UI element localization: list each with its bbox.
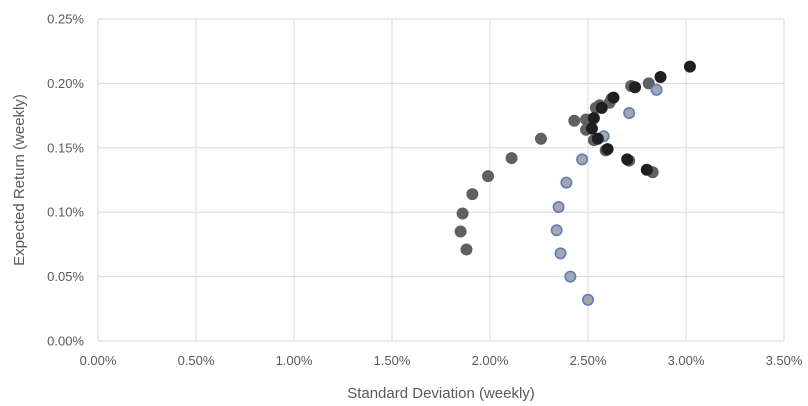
y-tick-label: 0.05% [47,269,84,284]
x-tick-label: 0.00% [80,353,117,368]
y-tick-label: 0.00% [47,334,84,349]
x-tick-label: 3.50% [766,353,803,368]
data-point [601,143,614,156]
data-point [552,201,565,214]
data-point [456,207,469,220]
data-point [550,224,563,237]
data-point [629,81,642,94]
data-point [650,83,663,96]
data-point [587,112,600,125]
data-point [564,270,577,283]
series-3 [585,60,696,176]
x-tick-label: 2.00% [472,353,509,368]
data-point [683,60,696,73]
data-point [568,114,581,127]
data-point [640,163,653,176]
data-point [554,247,567,260]
data-point [581,293,594,306]
data-point [585,122,598,135]
data-point [454,225,467,238]
data-point [591,132,604,145]
y-tick-label: 0.20% [47,76,84,91]
y-tick-label: 0.25% [47,12,84,27]
tick-labels: 0.00% 0.50% 1.00% 1.50% 2.00% 2.50% 3.00% 3.50%… [47,12,803,369]
x-tick-label: 3.00% [668,353,705,368]
data-point [607,91,620,104]
data-point [654,70,667,83]
data-point [623,107,636,120]
data-point [466,188,479,201]
gridlines [97,18,785,342]
data-point [482,170,495,183]
x-tick-label: 2.50% [570,353,607,368]
data-point [560,176,573,189]
data-points [454,60,696,306]
x-tick-label: 1.50% [374,353,411,368]
y-tick-label: 0.10% [47,205,84,220]
data-point [642,77,655,90]
data-point [460,243,473,256]
data-point [534,132,547,145]
data-point [576,153,589,166]
series-2 [550,83,663,306]
x-tick-label: 0.50% [178,353,215,368]
y-axis-title: Expected Return (weekly) [11,94,28,266]
data-point [621,153,634,166]
y-tick-label: 0.15% [47,140,84,155]
x-axis-title: Standard Deviation (weekly) [347,385,535,402]
data-point [505,152,518,165]
x-tick-label: 1.00% [276,353,313,368]
data-point [595,101,608,114]
